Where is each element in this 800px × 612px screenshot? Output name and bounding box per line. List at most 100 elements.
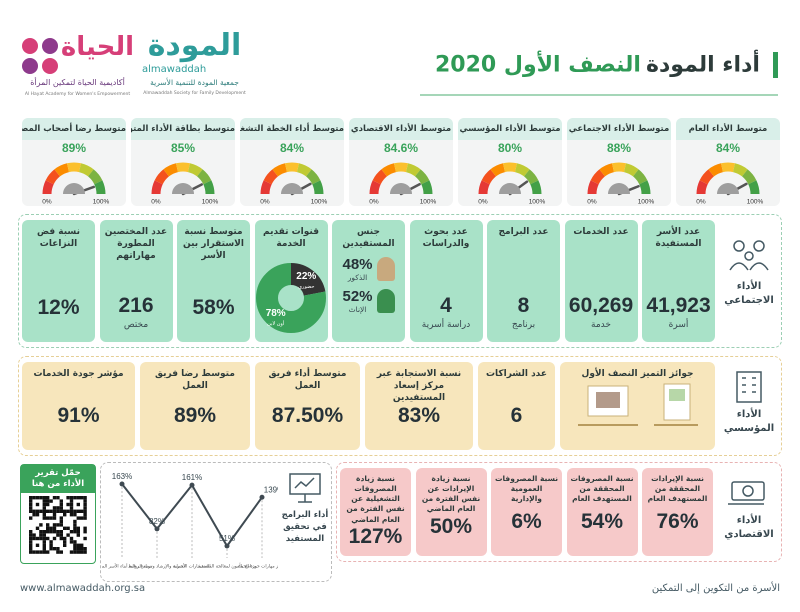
gauge-title: متوسط الأداء العام (676, 118, 780, 140)
programs-category: برنامج رعاية أبناء الأسر المطلقة (102, 563, 152, 570)
card-title: نسبة المصروفات العمومية والإدارية (494, 474, 559, 504)
qr-cell (29, 509, 33, 514)
gauge-arc (599, 163, 615, 177)
qr-cell (29, 496, 33, 500)
gauge-arc (78, 163, 94, 177)
gauge-arc (305, 169, 321, 185)
qr-cell (52, 509, 57, 514)
gauge-hub (608, 183, 630, 194)
gauge-arc (393, 162, 409, 173)
donut-segment (256, 263, 326, 333)
gauge-min-label: 0% (369, 199, 379, 206)
person-icon (376, 289, 395, 314)
programs-category: الحماية والإرشاد وتنمية الروابط (128, 565, 186, 570)
gauge-hub (281, 183, 303, 194)
card-value: 12% (37, 296, 80, 319)
gauge-arc (87, 169, 103, 185)
qr-cell (29, 550, 33, 554)
programs-value: 51% (219, 534, 235, 543)
gender-card: جنس المستفيدين 48% الذكور 52% الإناث (332, 220, 405, 342)
hayat-logo: الحياة أكاديمية الحياة لتمكين المرأة Al … (20, 32, 135, 106)
gauge-arc (154, 169, 170, 185)
gauge-hub (390, 183, 412, 194)
qr-cell (59, 516, 63, 520)
gauge-arc (732, 163, 748, 177)
gauge-arc (523, 169, 539, 185)
programs-point (154, 526, 160, 532)
programs-point (119, 481, 125, 487)
qr-cell (66, 496, 70, 500)
gender-name: الإناث (348, 305, 367, 315)
gauge-arc (196, 169, 212, 185)
qr-cell (76, 533, 80, 537)
gauge-arc (587, 180, 599, 195)
qr-cell (59, 499, 63, 503)
card-value: 4 (440, 294, 452, 317)
gauge-value: 84.6% (384, 141, 418, 155)
qr-box: حمّل تقرير الأداء من هنا (20, 464, 96, 564)
qr-cell (49, 543, 53, 548)
qr-cell (76, 496, 80, 500)
gauge-arc (312, 180, 324, 195)
programs-section (100, 462, 332, 582)
qr-code (29, 496, 87, 554)
qr-cell (59, 530, 63, 534)
qr-cell (83, 516, 87, 520)
qr-cell (49, 547, 53, 551)
gauge-hub (717, 183, 739, 194)
card-title: عدد الخدمات (573, 227, 629, 237)
gauge-card: متوسط الأداء الاقتصادي 84.6% 0% 100% (349, 118, 453, 206)
qr-cell (42, 516, 46, 520)
qr-cell (56, 550, 60, 554)
qr-cell (73, 543, 77, 548)
money-icon (728, 481, 765, 505)
gauge-card: متوسط بطاقة الأداء المتوازن85% 0% 100% (131, 118, 235, 206)
qr-cell (29, 536, 33, 541)
mawaddah-latin: almawaddah (142, 64, 207, 75)
qr-cell (46, 526, 50, 531)
qr-cell (66, 502, 70, 507)
card-title: عدد بحوث والدراسات (422, 227, 470, 250)
card-title: نسبة زيادة المصروفات التشغيلية عن نفس ال… (346, 474, 405, 524)
gauge-min-label: 0% (587, 199, 597, 206)
qr-cell (73, 513, 77, 517)
hayat-arabic: أكاديمية الحياة لتمكين المرأة (30, 78, 125, 87)
gauge-max-label: 100% (747, 199, 764, 206)
gauge-min-label: 0% (696, 199, 706, 206)
qr-cell (83, 506, 87, 510)
qr-cell (69, 496, 74, 500)
qr-cell (83, 496, 87, 500)
qr-cell (35, 502, 40, 507)
card-value: 87.50% (271, 404, 344, 427)
gauge-arc (708, 163, 724, 177)
footer-slogan: الأسرة من التكوين إلى التمكين (651, 583, 780, 594)
qr-cell (76, 526, 80, 531)
card-unit: برنامج (511, 320, 536, 330)
qr-cell (66, 533, 70, 537)
qr-cell (69, 506, 74, 510)
gauge-arc (611, 162, 627, 173)
gauge-arc (296, 163, 312, 177)
qr-cell (83, 502, 87, 507)
gauge-arc (163, 163, 179, 177)
qr-cell (76, 550, 80, 554)
qr-cell (52, 536, 57, 541)
gauge-value: 89% (62, 141, 86, 155)
card-title: نسبة المصروفات المحققة من المستهدف العام (570, 474, 634, 504)
footer-website: www.almawaddah.org.sa (20, 583, 146, 594)
card-value: 127% (348, 524, 403, 548)
qr-cell (76, 502, 80, 507)
gauge-arc (203, 180, 215, 195)
economic-label-box: الأداء الاقتصادي (720, 474, 778, 554)
qr-cell (46, 550, 50, 554)
qr-cell (73, 496, 77, 500)
gauge-max-label: 100% (529, 199, 546, 206)
social-label-box: الأداء الاجتماعي (720, 236, 778, 326)
qr-cell (83, 509, 87, 514)
card-value: 6% (511, 510, 542, 533)
qr-cell (69, 509, 74, 514)
card-title: متوسط رضا فريق العمل (155, 369, 235, 392)
qr-cell (29, 502, 33, 507)
gauge-min-label: 0% (260, 199, 270, 206)
qr-cell (80, 550, 84, 554)
